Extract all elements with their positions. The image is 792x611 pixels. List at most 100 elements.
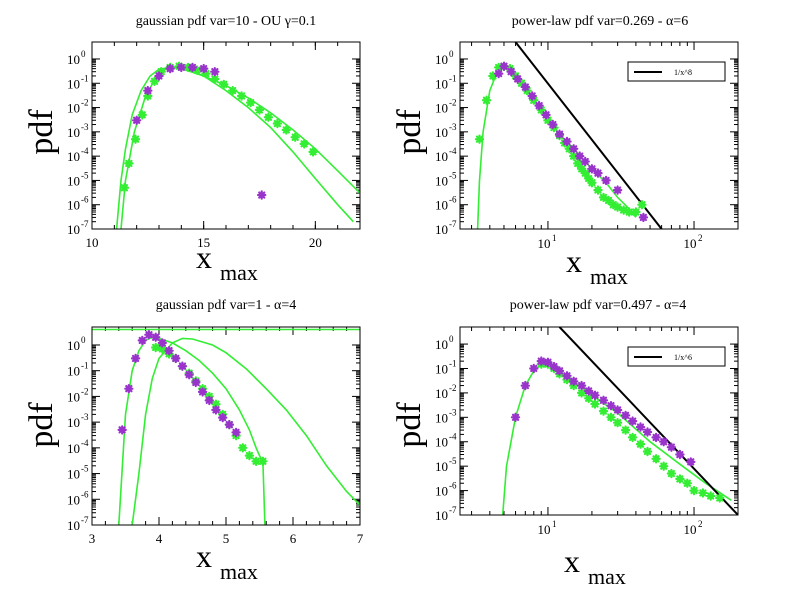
y-tick-exponent: -6 <box>449 195 457 205</box>
data-point <box>218 412 228 423</box>
x-tick-label: 3 <box>89 531 96 546</box>
data-point <box>590 390 600 400</box>
data-point <box>204 395 214 406</box>
data-point <box>575 151 585 161</box>
data-point <box>494 68 504 79</box>
data-point <box>224 419 234 430</box>
chart-title: power-law pdf var=0.269 - α=6 <box>512 14 688 29</box>
data-point <box>177 361 188 371</box>
data-point <box>512 74 523 84</box>
data-point <box>529 95 539 105</box>
data-point <box>244 450 255 461</box>
x-axis-label-subscript: max <box>590 264 628 289</box>
data-point <box>191 377 201 388</box>
y-axis-label: pdf <box>391 109 428 155</box>
series-layer <box>92 328 360 525</box>
y-tick-label: 10 <box>67 101 80 116</box>
y-tick-label: 10 <box>435 76 448 91</box>
data-point <box>210 67 220 77</box>
series-line <box>558 327 738 515</box>
data-point <box>187 62 198 73</box>
data-point <box>154 71 164 81</box>
data-point <box>263 112 274 122</box>
x-tick-label: 6 <box>290 531 297 546</box>
y-axis-label: pdf <box>391 402 428 448</box>
y-tick-exponent: -3 <box>81 122 89 132</box>
data-point <box>494 62 504 73</box>
data-point <box>584 393 594 403</box>
data-point <box>576 388 587 398</box>
data-point <box>606 412 616 422</box>
x-tick-label: 10 <box>684 522 697 537</box>
series-line <box>115 66 360 229</box>
data-point <box>272 118 283 129</box>
data-point <box>603 195 614 206</box>
y-tick-exponent: -1 <box>449 73 457 83</box>
data-point <box>124 158 134 169</box>
plot-frame <box>91 41 361 230</box>
data-point <box>612 405 623 415</box>
data-point <box>608 200 618 210</box>
data-point <box>635 439 646 449</box>
data-point <box>151 332 161 342</box>
data-point <box>308 147 318 157</box>
data-point <box>192 65 202 75</box>
data-point <box>201 68 211 79</box>
y-tick-exponent: -4 <box>81 438 89 448</box>
data-point <box>619 205 629 215</box>
y-tick-label: 10 <box>435 508 448 523</box>
data-point <box>124 384 134 394</box>
plot-area: 10 -710 -610 -510 -410 -310 -210 -110 010 15 20 <box>67 41 361 250</box>
y-tick-exponent: -7 <box>81 515 89 525</box>
series-layer <box>474 42 663 229</box>
data-point <box>698 488 708 498</box>
x-tick-exponent: 1 <box>552 519 557 529</box>
data-point <box>598 192 609 203</box>
x-tick-label: 15 <box>197 235 210 250</box>
y-tick-label: 10 <box>67 389 80 404</box>
data-point <box>587 164 597 174</box>
y-tick-label: 10 <box>67 441 80 456</box>
y-tick-label: 10 <box>67 52 80 67</box>
y-tick-exponent: -5 <box>449 456 457 466</box>
y-tick-label: 10 <box>435 410 448 425</box>
data-point <box>569 376 579 386</box>
y-axis-label: pdf <box>23 109 60 155</box>
data-point <box>257 190 267 200</box>
y-tick-label: 10 <box>67 198 80 213</box>
series-layer <box>501 327 738 515</box>
data-point <box>638 212 649 223</box>
data-point <box>576 380 587 391</box>
x-axis-label-subscript: max <box>588 564 626 589</box>
data-point <box>488 71 498 81</box>
y-tick-label: 10 <box>435 52 448 67</box>
x-tick-label: 7 <box>357 531 364 546</box>
legend-label: 1/x^6 <box>674 353 692 362</box>
data-point <box>612 185 623 195</box>
data-point <box>165 63 175 74</box>
data-point <box>130 134 141 144</box>
y-tick-label: 10 <box>435 337 448 352</box>
data-point <box>635 422 646 432</box>
panel-powerlaw-var0269: power-law pdf var=0.269 - α=6 10 -7 10 -6 10… <box>391 14 739 289</box>
y-tick-label: 10 <box>435 125 448 140</box>
data-point <box>548 119 558 130</box>
data-point <box>281 125 291 135</box>
data-point <box>506 67 516 77</box>
series-line <box>514 42 663 229</box>
data-point <box>117 425 127 435</box>
data-point <box>143 91 153 101</box>
data-point <box>541 110 551 120</box>
y-tick-exponent: -6 <box>81 489 89 499</box>
data-point <box>675 474 685 484</box>
legend-box <box>627 346 726 367</box>
data-point <box>151 342 161 353</box>
data-point <box>590 399 600 409</box>
data-point <box>573 158 583 169</box>
data-point <box>199 63 209 74</box>
y-tick-exponent: -7 <box>449 219 457 229</box>
chart-title: gaussian pdf var=10 - OU γ=0.1 <box>136 14 317 29</box>
data-point <box>228 85 238 96</box>
